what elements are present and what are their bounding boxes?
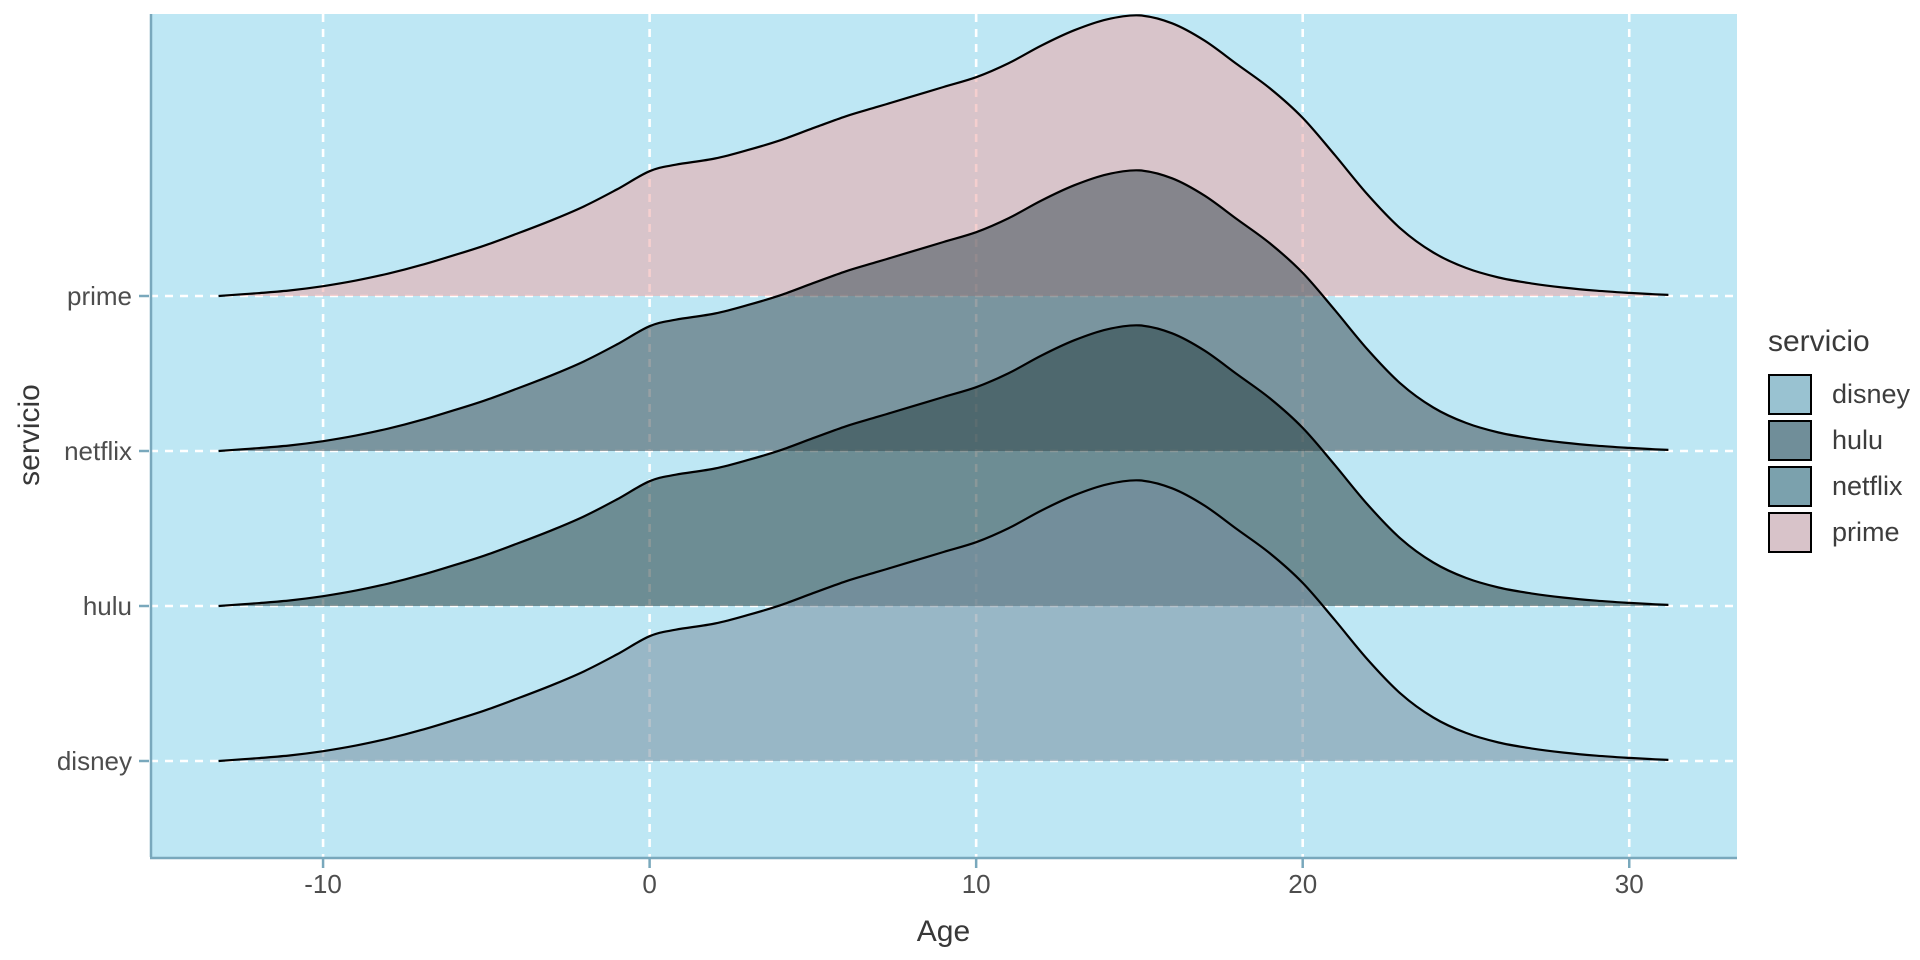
y-tick-label-prime: prime xyxy=(67,281,132,311)
legend-swatch-netflix xyxy=(1768,465,1812,507)
legend: servicio disney hulu netflix prime xyxy=(1768,325,1910,557)
density-line-hulu xyxy=(218,324,1669,608)
density-area-disney xyxy=(218,480,1669,761)
x-tick-label-20: 20 xyxy=(1288,869,1317,899)
legend-entry-netflix: netflix xyxy=(1768,465,1910,507)
legend-swatch-prime xyxy=(1768,511,1812,553)
density-line-netflix xyxy=(218,169,1669,453)
legend-swatch-disney xyxy=(1768,373,1812,415)
legend-title: servicio xyxy=(1768,325,1870,358)
legend-entry-disney: disney xyxy=(1768,373,1910,415)
y-tick-label-netflix: netflix xyxy=(64,436,132,466)
legend-entry-prime: prime xyxy=(1768,511,1910,553)
density-line-prime xyxy=(218,14,1669,298)
density-line-disney xyxy=(218,479,1669,763)
y-tick-label-disney: disney xyxy=(57,746,132,776)
density-area-netflix xyxy=(218,170,1669,451)
density-area-prime xyxy=(218,15,1669,296)
legend-label-disney: disney xyxy=(1832,378,1911,409)
legend-label-prime: prime xyxy=(1832,516,1900,547)
legend-entry-hulu: hulu xyxy=(1768,419,1910,461)
density-area-hulu xyxy=(218,325,1669,606)
y-tick-label-hulu: hulu xyxy=(83,591,132,621)
x-tick-label-10: 10 xyxy=(962,869,991,899)
legend-label-netflix: netflix xyxy=(1832,470,1903,501)
legend-label-hulu: hulu xyxy=(1832,424,1884,455)
x-axis-title: Age xyxy=(916,915,971,948)
legend-swatch-hulu xyxy=(1768,419,1812,461)
x-tick-label-0: 0 xyxy=(642,869,656,899)
x-tick-label--10: -10 xyxy=(304,869,342,899)
x-tick-label-30: 30 xyxy=(1615,869,1644,899)
